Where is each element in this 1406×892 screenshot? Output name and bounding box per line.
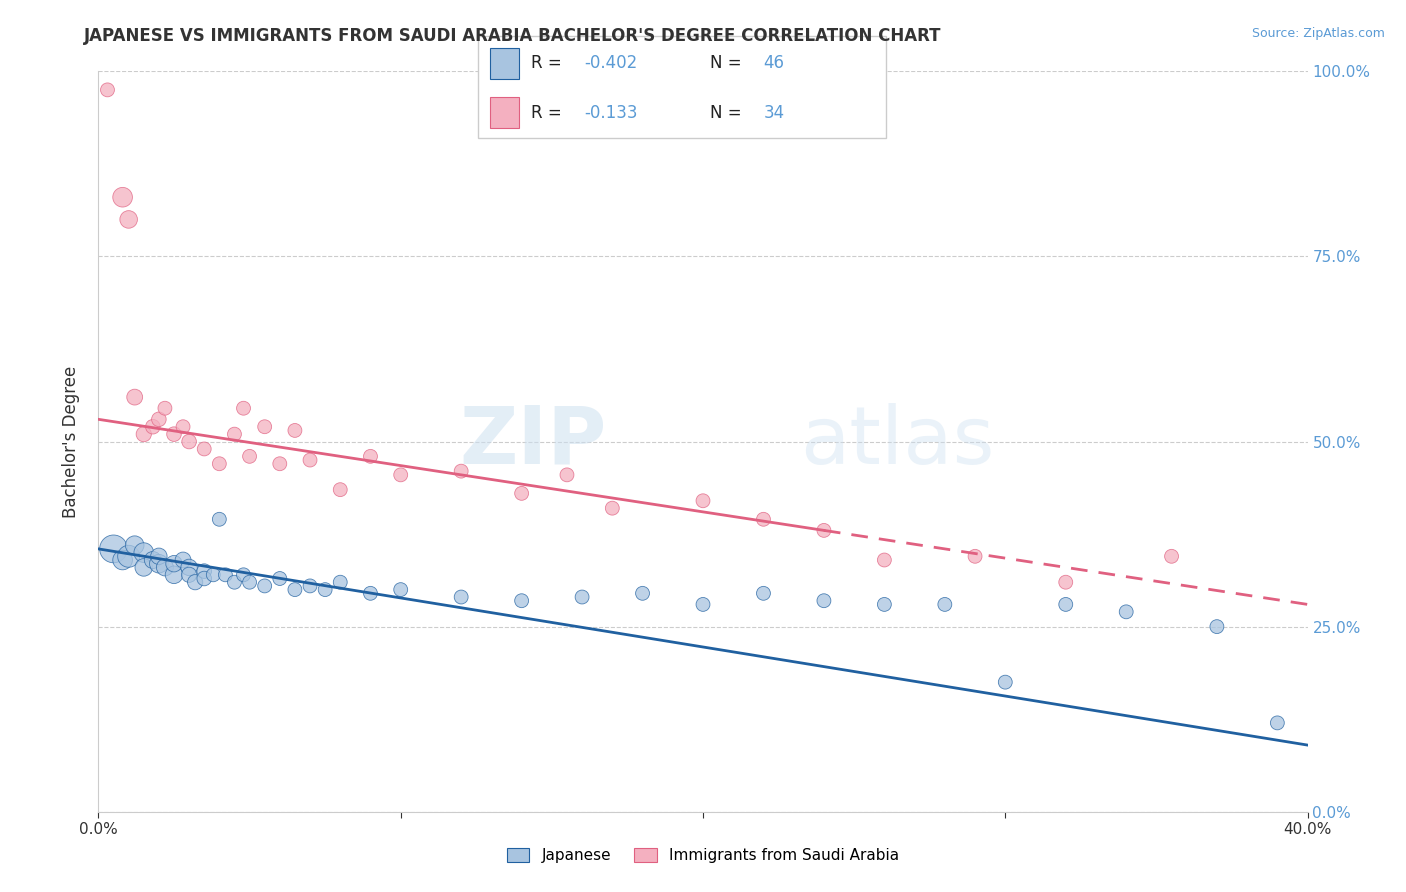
Legend: Japanese, Immigrants from Saudi Arabia: Japanese, Immigrants from Saudi Arabia [499,840,907,871]
Point [172,553,194,567]
Point [132,560,155,574]
Point [193,564,215,578]
Point [692,493,714,508]
Text: R =: R = [531,54,562,72]
Point [1160,549,1182,564]
FancyBboxPatch shape [478,36,886,138]
Point [1267,715,1289,730]
Point [873,598,896,612]
Point [132,546,155,560]
Point [299,453,322,467]
Point [214,567,236,582]
Point [389,467,412,482]
Point [193,442,215,456]
Point [752,512,775,526]
Point [510,486,533,500]
Point [184,575,207,590]
Point [934,598,956,612]
Point [142,419,165,434]
Text: -0.402: -0.402 [583,54,637,72]
Point [555,467,578,482]
Text: N =: N = [710,103,742,121]
Point [224,427,246,442]
Point [179,434,201,449]
Point [153,401,176,416]
Point [172,419,194,434]
Point [111,553,134,567]
FancyBboxPatch shape [491,97,519,128]
Point [965,549,987,564]
Point [284,424,307,438]
Point [202,567,225,582]
Text: Source: ZipAtlas.com: Source: ZipAtlas.com [1251,27,1385,40]
Point [314,582,336,597]
Point [148,557,170,571]
Text: 46: 46 [763,54,785,72]
Point [124,538,146,552]
Point [232,567,254,582]
Point [752,586,775,600]
Point [360,450,382,464]
Point [510,593,533,607]
Point [389,582,412,597]
Point [692,598,714,612]
Point [813,524,835,538]
Point [208,512,231,526]
Point [163,427,186,442]
Text: 34: 34 [763,103,785,121]
Text: -0.133: -0.133 [583,103,637,121]
Text: R =: R = [531,103,562,121]
Point [329,483,352,497]
Point [148,412,170,426]
Point [299,579,322,593]
Point [873,553,896,567]
Point [148,549,170,564]
Point [142,553,165,567]
Point [132,427,155,442]
Point [1054,598,1077,612]
Point [179,567,201,582]
Point [179,560,201,574]
FancyBboxPatch shape [491,48,519,78]
Point [124,390,146,404]
Text: atlas: atlas [800,402,994,481]
Text: ZIP: ZIP [458,402,606,481]
Point [602,501,624,516]
Point [329,575,352,590]
Point [118,212,141,227]
Point [1115,605,1137,619]
Point [631,586,654,600]
Point [239,450,262,464]
Point [571,590,593,604]
Point [450,590,472,604]
Point [163,567,186,582]
Point [103,541,125,556]
Point [1206,619,1229,633]
Y-axis label: Bachelor's Degree: Bachelor's Degree [62,366,80,517]
Point [813,593,835,607]
Point [239,575,262,590]
Point [284,582,307,597]
Point [1054,575,1077,590]
Point [360,586,382,600]
Point [994,675,1017,690]
Point [111,190,134,204]
Point [208,457,231,471]
Point [269,457,291,471]
Point [118,549,141,564]
Point [163,557,186,571]
Point [96,83,118,97]
Point [153,560,176,574]
Point [193,572,215,586]
Text: JAPANESE VS IMMIGRANTS FROM SAUDI ARABIA BACHELOR'S DEGREE CORRELATION CHART: JAPANESE VS IMMIGRANTS FROM SAUDI ARABIA… [84,27,942,45]
Text: N =: N = [710,54,742,72]
Point [269,572,291,586]
Point [253,419,276,434]
Point [224,575,246,590]
Point [253,579,276,593]
Point [450,464,472,478]
Point [232,401,254,416]
